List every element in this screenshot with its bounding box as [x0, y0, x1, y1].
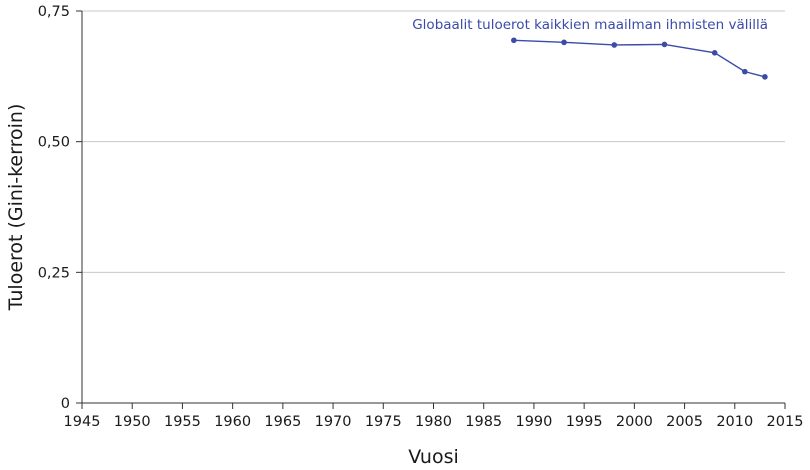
y-tick-label: 0,75	[38, 4, 70, 20]
x-tick-label: 2000	[616, 414, 653, 430]
x-tick-label: 1995	[566, 414, 603, 430]
data-point	[611, 42, 618, 48]
x-axis-ticks: 1945 1950 1955 1960 1965 1970 1975 1980 1985 1990…	[64, 403, 804, 430]
series-line	[513, 39, 766, 78]
x-tick-label: 1970	[315, 414, 352, 430]
x-tick-label: 2010	[716, 414, 753, 430]
x-tick-label: 1955	[164, 414, 201, 430]
x-tick-label: 1945	[64, 414, 101, 430]
x-tick-label: 1965	[264, 414, 301, 430]
data-point	[561, 39, 567, 46]
y-tick-label: 0,25	[38, 265, 70, 281]
x-tick-label: 1985	[465, 414, 502, 430]
x-tick-label: 2015	[767, 414, 804, 430]
data-point	[762, 74, 768, 80]
x-tick-label: 1980	[415, 414, 452, 430]
x-tick-label: 1990	[515, 414, 552, 430]
x-tick-label: 1975	[365, 414, 402, 430]
x-tick-label: 1960	[214, 414, 251, 430]
y-axis-title: Tuloerot (Gini-kerroin)	[5, 104, 27, 312]
data-point	[711, 50, 718, 56]
data-point	[661, 41, 668, 48]
y-axis-ticks: 0 0,25 0,50 0,75	[38, 4, 82, 412]
data-point	[742, 68, 748, 75]
y-tick-label: 0,50	[38, 135, 70, 151]
gridlines	[82, 10, 785, 273]
x-tick-label: 1950	[114, 414, 151, 430]
y-tick-label: 0	[61, 396, 70, 412]
series-layer	[511, 37, 768, 80]
x-tick-label: 2005	[666, 414, 703, 430]
data-point	[511, 37, 517, 44]
series-label: Globaalit tuloerot kaikkien maailman ihm…	[412, 17, 768, 33]
x-axis-title: Vuosi	[408, 446, 459, 468]
